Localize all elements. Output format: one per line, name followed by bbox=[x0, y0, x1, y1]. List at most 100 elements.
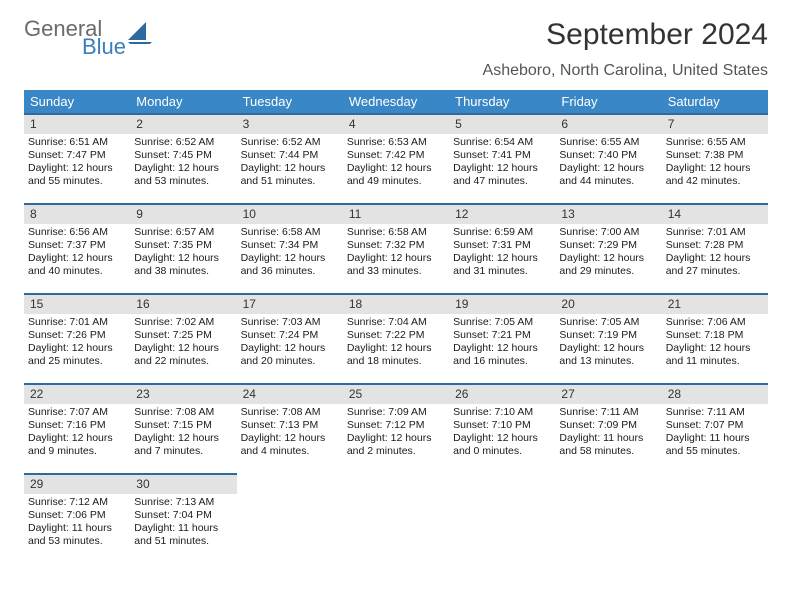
calendar-cell: 20Sunrise: 7:05 AMSunset: 7:19 PMDayligh… bbox=[555, 294, 661, 384]
day-line: Sunrise: 7:05 AM bbox=[453, 316, 551, 329]
day-line: and 0 minutes. bbox=[453, 445, 551, 458]
day-line: Sunset: 7:42 PM bbox=[347, 149, 445, 162]
calendar-cell: 14Sunrise: 7:01 AMSunset: 7:28 PMDayligh… bbox=[662, 204, 768, 294]
calendar-cell: 12Sunrise: 6:59 AMSunset: 7:31 PMDayligh… bbox=[449, 204, 555, 294]
calendar-cell: 16Sunrise: 7:02 AMSunset: 7:25 PMDayligh… bbox=[130, 294, 236, 384]
day-line: Sunrise: 7:01 AM bbox=[28, 316, 126, 329]
calendar-cell: 9Sunrise: 6:57 AMSunset: 7:35 PMDaylight… bbox=[130, 204, 236, 294]
day-number: 5 bbox=[449, 115, 555, 134]
day-line: and 20 minutes. bbox=[241, 355, 339, 368]
day-line: Sunrise: 6:58 AM bbox=[241, 226, 339, 239]
calendar-cell: 10Sunrise: 6:58 AMSunset: 7:34 PMDayligh… bbox=[237, 204, 343, 294]
calendar-cell: 8Sunrise: 6:56 AMSunset: 7:37 PMDaylight… bbox=[24, 204, 130, 294]
day-line: Sunrise: 7:12 AM bbox=[28, 496, 126, 509]
day-number: 29 bbox=[24, 475, 130, 494]
day-line: Sunset: 7:25 PM bbox=[134, 329, 232, 342]
calendar-cell bbox=[555, 474, 661, 564]
calendar-cell: 28Sunrise: 7:11 AMSunset: 7:07 PMDayligh… bbox=[662, 384, 768, 474]
day-number: 14 bbox=[662, 205, 768, 224]
weekday-wednesday: Wednesday bbox=[343, 90, 449, 114]
weekday-friday: Friday bbox=[555, 90, 661, 114]
day-details: Sunrise: 7:08 AMSunset: 7:15 PMDaylight:… bbox=[130, 404, 236, 463]
weekday-saturday: Saturday bbox=[662, 90, 768, 114]
calendar-cell: 4Sunrise: 6:53 AMSunset: 7:42 PMDaylight… bbox=[343, 114, 449, 204]
day-line: Sunset: 7:31 PM bbox=[453, 239, 551, 252]
day-line: Sunset: 7:24 PM bbox=[241, 329, 339, 342]
day-line: Sunset: 7:04 PM bbox=[134, 509, 232, 522]
day-line: Sunrise: 6:52 AM bbox=[241, 136, 339, 149]
calendar-cell: 1Sunrise: 6:51 AMSunset: 7:47 PMDaylight… bbox=[24, 114, 130, 204]
day-line: and 25 minutes. bbox=[28, 355, 126, 368]
day-line: Daylight: 11 hours bbox=[559, 432, 657, 445]
day-line: and 13 minutes. bbox=[559, 355, 657, 368]
day-line: Sunrise: 7:13 AM bbox=[134, 496, 232, 509]
day-line: and 51 minutes. bbox=[241, 175, 339, 188]
day-line: Daylight: 12 hours bbox=[134, 162, 232, 175]
day-line: Sunset: 7:15 PM bbox=[134, 419, 232, 432]
day-line: Daylight: 12 hours bbox=[347, 432, 445, 445]
calendar-cell: 18Sunrise: 7:04 AMSunset: 7:22 PMDayligh… bbox=[343, 294, 449, 384]
day-line: Sunset: 7:07 PM bbox=[666, 419, 764, 432]
day-line: Daylight: 12 hours bbox=[559, 252, 657, 265]
day-number: 15 bbox=[24, 295, 130, 314]
day-line: Sunrise: 7:11 AM bbox=[559, 406, 657, 419]
day-number: 20 bbox=[555, 295, 661, 314]
day-line: Sunset: 7:06 PM bbox=[28, 509, 126, 522]
calendar-cell: 13Sunrise: 7:00 AMSunset: 7:29 PMDayligh… bbox=[555, 204, 661, 294]
day-details: Sunrise: 6:52 AMSunset: 7:45 PMDaylight:… bbox=[130, 134, 236, 193]
calendar-grid: Sunday Monday Tuesday Wednesday Thursday… bbox=[24, 90, 768, 564]
day-line: Daylight: 12 hours bbox=[453, 162, 551, 175]
day-details: Sunrise: 6:58 AMSunset: 7:32 PMDaylight:… bbox=[343, 224, 449, 283]
day-line: Daylight: 12 hours bbox=[453, 342, 551, 355]
day-number: 25 bbox=[343, 385, 449, 404]
day-number: 3 bbox=[237, 115, 343, 134]
day-line: and 11 minutes. bbox=[666, 355, 764, 368]
calendar-cell: 2Sunrise: 6:52 AMSunset: 7:45 PMDaylight… bbox=[130, 114, 236, 204]
calendar-row: 22Sunrise: 7:07 AMSunset: 7:16 PMDayligh… bbox=[24, 384, 768, 474]
calendar-cell: 7Sunrise: 6:55 AMSunset: 7:38 PMDaylight… bbox=[662, 114, 768, 204]
weekday-header-row: Sunday Monday Tuesday Wednesday Thursday… bbox=[24, 90, 768, 114]
day-line: Sunset: 7:34 PM bbox=[241, 239, 339, 252]
day-line: Daylight: 12 hours bbox=[134, 432, 232, 445]
day-number: 21 bbox=[662, 295, 768, 314]
day-line: Sunrise: 6:58 AM bbox=[347, 226, 445, 239]
day-line: Sunset: 7:47 PM bbox=[28, 149, 126, 162]
day-line: Daylight: 12 hours bbox=[28, 342, 126, 355]
day-line: Sunrise: 7:05 AM bbox=[559, 316, 657, 329]
day-line: Sunset: 7:38 PM bbox=[666, 149, 764, 162]
day-number: 12 bbox=[449, 205, 555, 224]
calendar-cell: 3Sunrise: 6:52 AMSunset: 7:44 PMDaylight… bbox=[237, 114, 343, 204]
day-number: 30 bbox=[130, 475, 236, 494]
day-number: 16 bbox=[130, 295, 236, 314]
day-number: 2 bbox=[130, 115, 236, 134]
calendar-cell: 26Sunrise: 7:10 AMSunset: 7:10 PMDayligh… bbox=[449, 384, 555, 474]
day-line: Sunset: 7:28 PM bbox=[666, 239, 764, 252]
day-line: Sunset: 7:22 PM bbox=[347, 329, 445, 342]
day-details: Sunrise: 7:03 AMSunset: 7:24 PMDaylight:… bbox=[237, 314, 343, 373]
day-line: Sunrise: 7:01 AM bbox=[666, 226, 764, 239]
day-line: and 2 minutes. bbox=[347, 445, 445, 458]
day-line: and 16 minutes. bbox=[453, 355, 551, 368]
day-line: Sunset: 7:13 PM bbox=[241, 419, 339, 432]
calendar-cell: 19Sunrise: 7:05 AMSunset: 7:21 PMDayligh… bbox=[449, 294, 555, 384]
day-details: Sunrise: 6:56 AMSunset: 7:37 PMDaylight:… bbox=[24, 224, 130, 283]
page-title: September 2024 bbox=[546, 18, 768, 52]
calendar-cell bbox=[343, 474, 449, 564]
logo-sail-icon bbox=[128, 22, 154, 44]
day-line: Sunrise: 6:59 AM bbox=[453, 226, 551, 239]
calendar-cell: 11Sunrise: 6:58 AMSunset: 7:32 PMDayligh… bbox=[343, 204, 449, 294]
day-line: and 7 minutes. bbox=[134, 445, 232, 458]
day-number: 8 bbox=[24, 205, 130, 224]
day-details: Sunrise: 6:51 AMSunset: 7:47 PMDaylight:… bbox=[24, 134, 130, 193]
day-line: Sunrise: 6:57 AM bbox=[134, 226, 232, 239]
day-number: 23 bbox=[130, 385, 236, 404]
weekday-tuesday: Tuesday bbox=[237, 90, 343, 114]
calendar-cell: 21Sunrise: 7:06 AMSunset: 7:18 PMDayligh… bbox=[662, 294, 768, 384]
day-line: Daylight: 12 hours bbox=[559, 162, 657, 175]
day-line: and 31 minutes. bbox=[453, 265, 551, 278]
calendar-cell: 5Sunrise: 6:54 AMSunset: 7:41 PMDaylight… bbox=[449, 114, 555, 204]
day-number: 18 bbox=[343, 295, 449, 314]
day-line: Daylight: 12 hours bbox=[347, 342, 445, 355]
day-details: Sunrise: 6:55 AMSunset: 7:40 PMDaylight:… bbox=[555, 134, 661, 193]
day-number: 11 bbox=[343, 205, 449, 224]
